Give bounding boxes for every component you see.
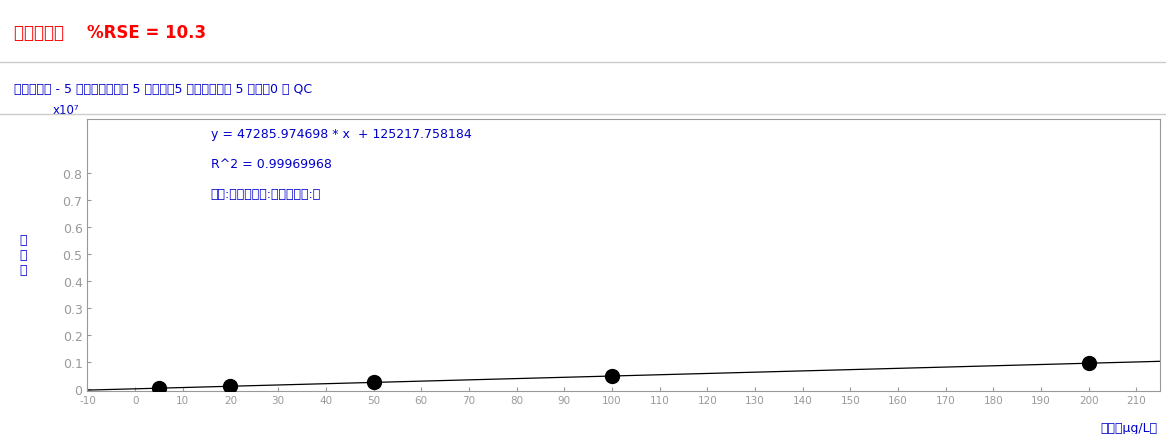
Point bbox=[364, 379, 382, 386]
Point bbox=[603, 373, 621, 380]
Text: 浓度（μg/L）: 浓度（μg/L） bbox=[1101, 421, 1158, 434]
Text: y = 47285.974698 * x  + 125217.758184: y = 47285.974698 * x + 125217.758184 bbox=[211, 128, 471, 141]
Text: 响
向
量: 响 向 量 bbox=[20, 233, 27, 276]
Text: 三氯氟甲烷 - 5 个级别，使用了 5 个级别，5 个点，使用了 5 个点，0 个 QC: 三氯氟甲烷 - 5 个级别，使用了 5 个级别，5 个点，使用了 5 个点，0 … bbox=[14, 82, 312, 95]
Point bbox=[149, 385, 168, 392]
Text: 三氯氟甲烷    %RSE = 10.3: 三氯氟甲烷 %RSE = 10.3 bbox=[14, 23, 206, 42]
Text: 类型:线性，原点:忽略，权重:无: 类型:线性，原点:忽略，权重:无 bbox=[211, 187, 321, 200]
Text: R^2 = 0.99969968: R^2 = 0.99969968 bbox=[211, 158, 331, 170]
Text: x10⁷: x10⁷ bbox=[52, 104, 79, 117]
Point bbox=[222, 383, 240, 390]
Point bbox=[1080, 360, 1098, 367]
